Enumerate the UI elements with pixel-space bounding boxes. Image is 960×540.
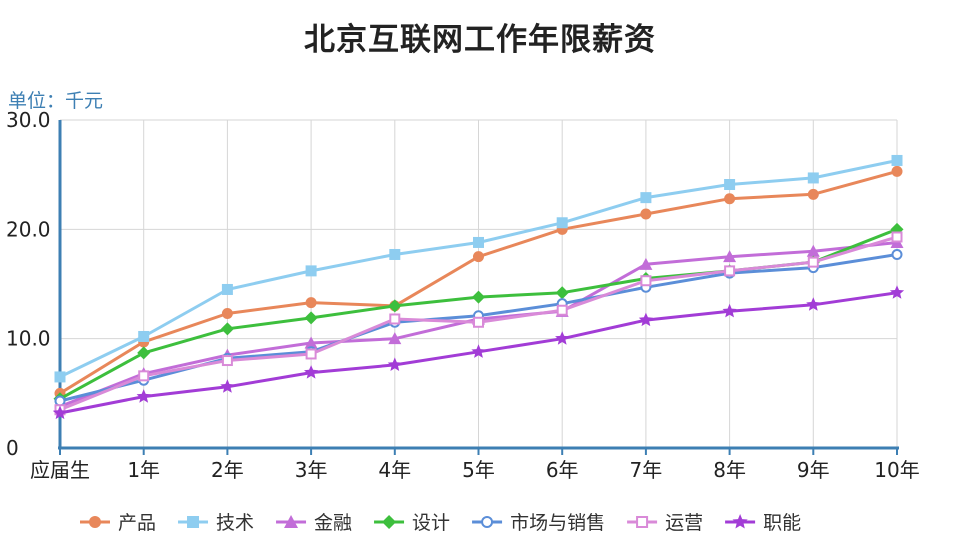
series-6-point [389, 313, 401, 325]
series-2-point [221, 283, 233, 295]
legend-marker-7 [732, 514, 748, 529]
series-7-point [304, 365, 319, 379]
series-6-point [807, 256, 819, 268]
legend-marker-1 [89, 516, 101, 528]
legend-marker-2 [187, 516, 200, 528]
series-7-point [387, 357, 402, 371]
series-6-point [305, 348, 317, 360]
unit-label: 单位：千元 [8, 90, 104, 112]
series-7-point [52, 405, 68, 420]
series-1-point [640, 208, 652, 220]
legend-label-4: 设计 [412, 512, 450, 534]
x-tick-label: 8年 [713, 458, 746, 482]
x-tick-label: 应届生 [30, 458, 90, 482]
legend-marker-5 [481, 516, 494, 528]
series-4-point [304, 311, 318, 325]
series-7-point [638, 312, 653, 327]
series-6-point [556, 304, 568, 316]
series-3-point [388, 332, 402, 345]
legend-label-5: 市场与销售 [510, 512, 605, 534]
series-4-point [472, 290, 485, 304]
series-7-point [889, 285, 905, 299]
series-6-point [221, 355, 233, 367]
chart-title: 北京互联网工作年限薪资 [304, 22, 656, 58]
x-tick-label: 2年 [211, 458, 244, 482]
series-6-point [473, 316, 484, 328]
series-7-point [555, 331, 570, 345]
x-tick-label: 1年 [127, 458, 160, 482]
series-3-point [806, 244, 820, 257]
series-3-point [639, 257, 653, 270]
series-1-point [305, 297, 317, 309]
x-tick-label: 7年 [630, 458, 663, 482]
series-2-point [891, 154, 903, 166]
x-tick-label: 10年 [874, 458, 919, 482]
series-2-point [54, 371, 66, 383]
series-1-point [891, 165, 903, 177]
series-2-point [640, 192, 652, 204]
series-1-point [724, 193, 736, 205]
series-2-point [305, 265, 317, 277]
y-tick-label: 30.0 [6, 108, 51, 132]
series-6-point [138, 370, 150, 382]
legend-label-1: 产品 [118, 512, 156, 534]
x-tick-label: 6年 [546, 458, 579, 482]
legend-label-6: 运营 [665, 512, 703, 534]
series-2-point [138, 330, 150, 342]
x-tick-label: 4年 [378, 458, 411, 482]
series-3-point [304, 336, 318, 349]
series-6-point [640, 275, 652, 287]
x-tick-label: 3年 [295, 458, 328, 482]
series-6-point [724, 265, 736, 277]
series-4-point [137, 346, 151, 360]
y-tick-label: 0 [6, 436, 19, 460]
legend-label-7: 职能 [763, 512, 801, 534]
series-6-point [891, 231, 903, 243]
series-2-point [724, 179, 736, 191]
legend-marker-3 [284, 515, 299, 528]
y-tick-label: 10.0 [6, 327, 51, 351]
x-tick-label: 5年 [462, 458, 495, 482]
series-1-point [807, 188, 819, 200]
series-7-point [722, 303, 737, 318]
y-tick-label: 20.0 [6, 217, 51, 241]
series-3-point [723, 250, 737, 263]
legend-marker-6 [636, 516, 649, 528]
series-5-point [891, 248, 903, 260]
series-7-point [220, 379, 235, 393]
x-tick-label: 9年 [797, 458, 830, 482]
series-4-point [220, 322, 234, 336]
series-1-point [473, 251, 484, 263]
series-7-point [806, 297, 821, 311]
series-2-point [389, 248, 401, 260]
series-1-point [221, 308, 233, 320]
legend-label-3: 金融 [314, 512, 352, 534]
series-2-point [807, 172, 819, 184]
series-7-point [471, 344, 486, 358]
legend-marker-4 [382, 515, 397, 529]
series-2-point [556, 217, 568, 229]
series-4-point [388, 299, 402, 313]
series-4-point [555, 286, 569, 300]
series-7-point [136, 389, 151, 403]
series-2-point [473, 236, 484, 248]
series-5-point [54, 395, 66, 407]
legend-label-2: 技术 [216, 512, 254, 534]
